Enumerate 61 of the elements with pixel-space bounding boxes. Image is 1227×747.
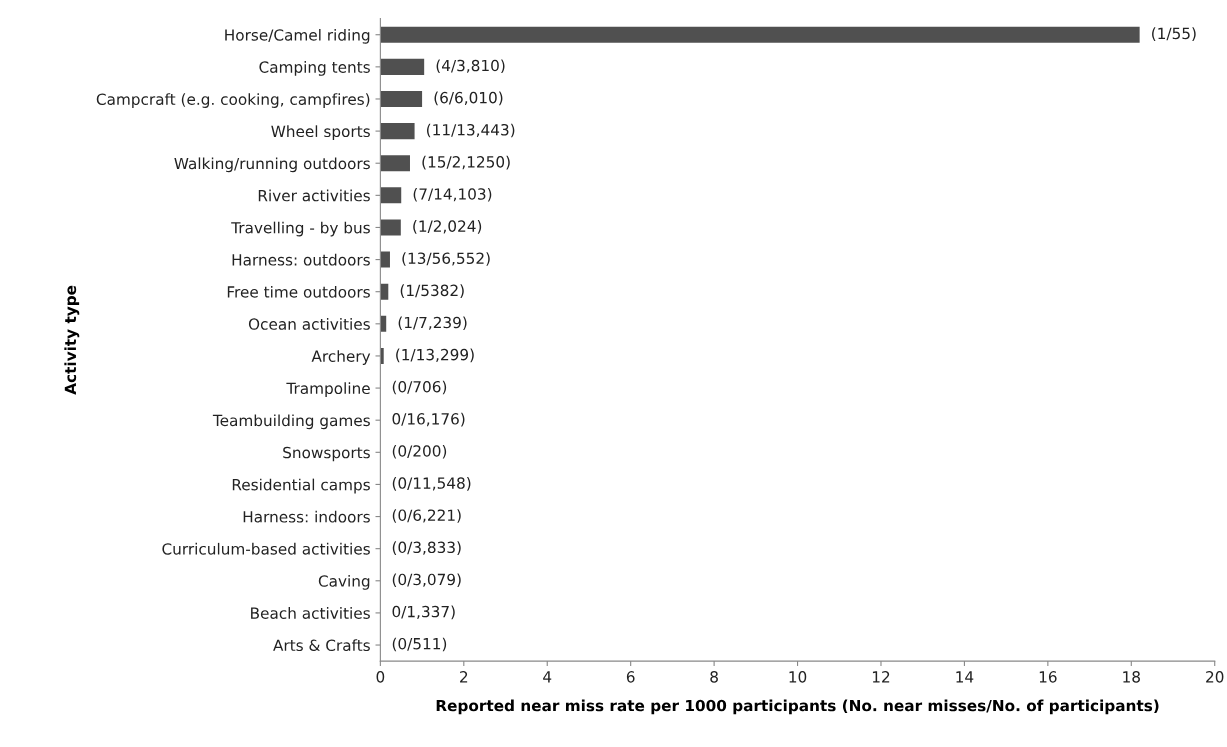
x-tick-label: 14 [956, 671, 974, 683]
bar [380, 26, 1140, 43]
bar [380, 155, 410, 172]
x-tick-label: 18 [1123, 671, 1140, 683]
data-label: (4/3,810) [436, 59, 505, 74]
y-tick-label: River activities [258, 189, 370, 202]
y-tick-label: Beach activities [251, 607, 370, 619]
x-tick-label: 0 [376, 671, 385, 683]
data-label: (7/14,103) [413, 187, 492, 202]
data-label: (13/56,552) [402, 252, 490, 266]
y-tick-label: Travelling - by bus [231, 221, 370, 237]
bar [380, 90, 423, 108]
x-tick-label: 12 [872, 671, 890, 683]
x-tick-label: 10 [789, 671, 807, 683]
data-label: (0/200) [392, 444, 447, 459]
data-label: (0/706) [392, 380, 447, 395]
data-label: (0/6,221) [392, 509, 461, 523]
x-tick-label: 16 [1039, 671, 1057, 683]
data-label: (1/13,299) [396, 348, 474, 363]
data-label: (1/2,024) [413, 220, 482, 234]
y-tick-label: Wheel sports [271, 125, 370, 141]
data-label: (0/3,833) [392, 541, 461, 555]
y-tick-label: Walking/running outdoors [174, 157, 370, 173]
x-tick-label: 8 [710, 671, 718, 683]
bar [380, 219, 401, 236]
data-label: (1/7,239) [398, 316, 467, 331]
x-tick-label: 6 [626, 671, 635, 683]
x-axis-title: Reported near miss rate per 1000 participants (No. near misses/No. of participants) [436, 699, 1159, 715]
y-tick-label: Harness: indoors [243, 510, 370, 523]
data-label: (0/11,548) [392, 477, 471, 491]
y-tick-label: Archery [311, 350, 371, 365]
y-tick-label: Arts & Crafts [273, 639, 370, 652]
data-label: (1/55) [1152, 27, 1196, 41]
data-label: 0/16,176) [392, 412, 465, 427]
data-label: (6/6,010) [434, 91, 503, 106]
bar [380, 123, 415, 140]
data-label: (15/2,1250) [422, 155, 510, 170]
y-tick-label: Trampoline [286, 382, 370, 398]
y-tick-label: Teambuilding games [212, 414, 370, 430]
x-tick-label: 4 [543, 671, 552, 683]
data-label: (0/3,079) [392, 573, 461, 588]
y-tick-label: Horse/Camel riding [225, 28, 370, 44]
data-label: 0/1,337) [392, 605, 455, 620]
bar [380, 187, 402, 204]
y-tick-label: Caving [318, 574, 370, 590]
x-tick-label: 2 [460, 671, 468, 683]
data-label: (11/13,443) [427, 123, 515, 138]
y-axis-title: Activity type [64, 285, 80, 395]
data-label: (0/511) [392, 637, 447, 652]
y-tick-label: Curriculum-based activities [162, 542, 370, 555]
y-tick-label: Free time outdoors [227, 285, 370, 298]
y-tick-label: Camping tents [259, 61, 370, 76]
data-label: (1/5382) [400, 284, 464, 298]
x-tick-label: 20 [1206, 671, 1224, 683]
y-tick-label: Residential camps [232, 478, 370, 494]
bar [380, 58, 425, 75]
bar [380, 251, 390, 268]
y-tick-label: Campcraft (e.g. cooking, campfires) [96, 93, 370, 108]
y-tick-label: Ocean activities [248, 318, 370, 330]
y-tick-label: Harness: outdoors [232, 253, 370, 266]
y-tick-label: Snowsports [283, 446, 370, 462]
